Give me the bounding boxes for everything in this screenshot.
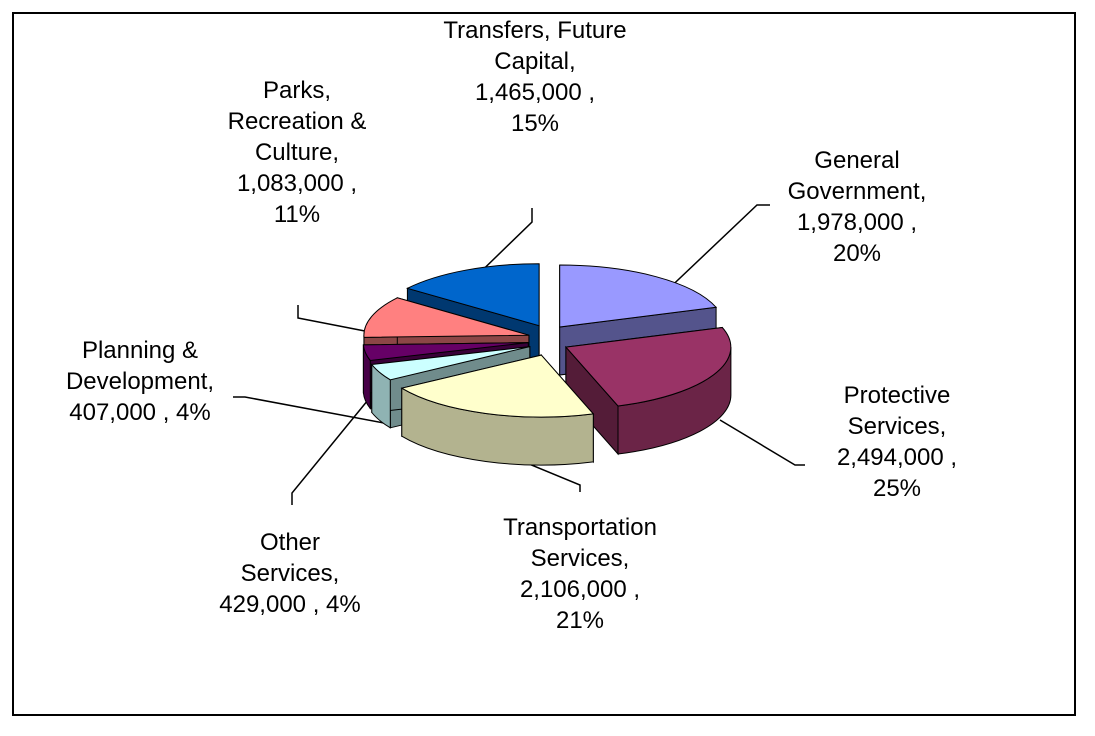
- percent-label: 25%: [872, 475, 922, 502]
- value-label: 429,000: [219, 591, 319, 618]
- slice-label: Transportation Services2,106,00021%: [470, 512, 690, 636]
- value-label: 1,083,000: [202, 168, 392, 199]
- pie-slice: [400, 354, 595, 418]
- category-label: Transportation Services: [490, 512, 670, 574]
- category-label: Other Services: [225, 527, 355, 589]
- leader-line: [233, 396, 385, 424]
- slice-label: Other Services429,000 4%: [190, 527, 390, 620]
- pie-slice: [363, 297, 530, 338]
- percent-label: 21%: [555, 607, 605, 634]
- category-label: Protective Services: [822, 380, 972, 442]
- leader-line: [291, 399, 369, 505]
- pie-slice: [406, 263, 540, 327]
- percent-label: 20%: [832, 240, 882, 267]
- slice-label: Protective Services2,494,00025%: [797, 380, 997, 504]
- chart-frame: [12, 12, 1076, 716]
- value-label: 2,494,000: [797, 442, 997, 473]
- percent-label: 15%: [510, 110, 560, 137]
- slice-label: Planning & Development407,000 4%: [20, 335, 260, 428]
- value-label: 2,106,000: [470, 574, 690, 605]
- pie-slice: [564, 326, 732, 407]
- value-label: 407,000: [69, 399, 169, 426]
- leader-line: [297, 305, 371, 333]
- value-label: 1,978,000: [762, 207, 952, 238]
- category-label: Transfers, Future Capital: [425, 15, 645, 77]
- pie-slice: [362, 342, 529, 362]
- percent-label: 4%: [326, 591, 361, 618]
- leader-line: [719, 419, 805, 466]
- value-label: 1,465,000: [425, 77, 645, 108]
- slice-label: Parks, Recreation & Culture1,083,00011%: [202, 75, 392, 230]
- category-label: Parks, Recreation & Culture: [202, 75, 392, 168]
- slice-label: Transfers, Future Capital1,465,00015%: [425, 15, 645, 139]
- percent-label: 11%: [273, 201, 321, 228]
- slice-label: General Government1,978,00020%: [762, 145, 952, 269]
- category-label: Planning & Development: [55, 335, 225, 397]
- percent-label: 4%: [176, 399, 211, 426]
- pie-slice: [559, 264, 718, 328]
- pie-slice: [370, 346, 530, 381]
- category-label: General Government: [762, 145, 952, 207]
- pie: [362, 263, 732, 466]
